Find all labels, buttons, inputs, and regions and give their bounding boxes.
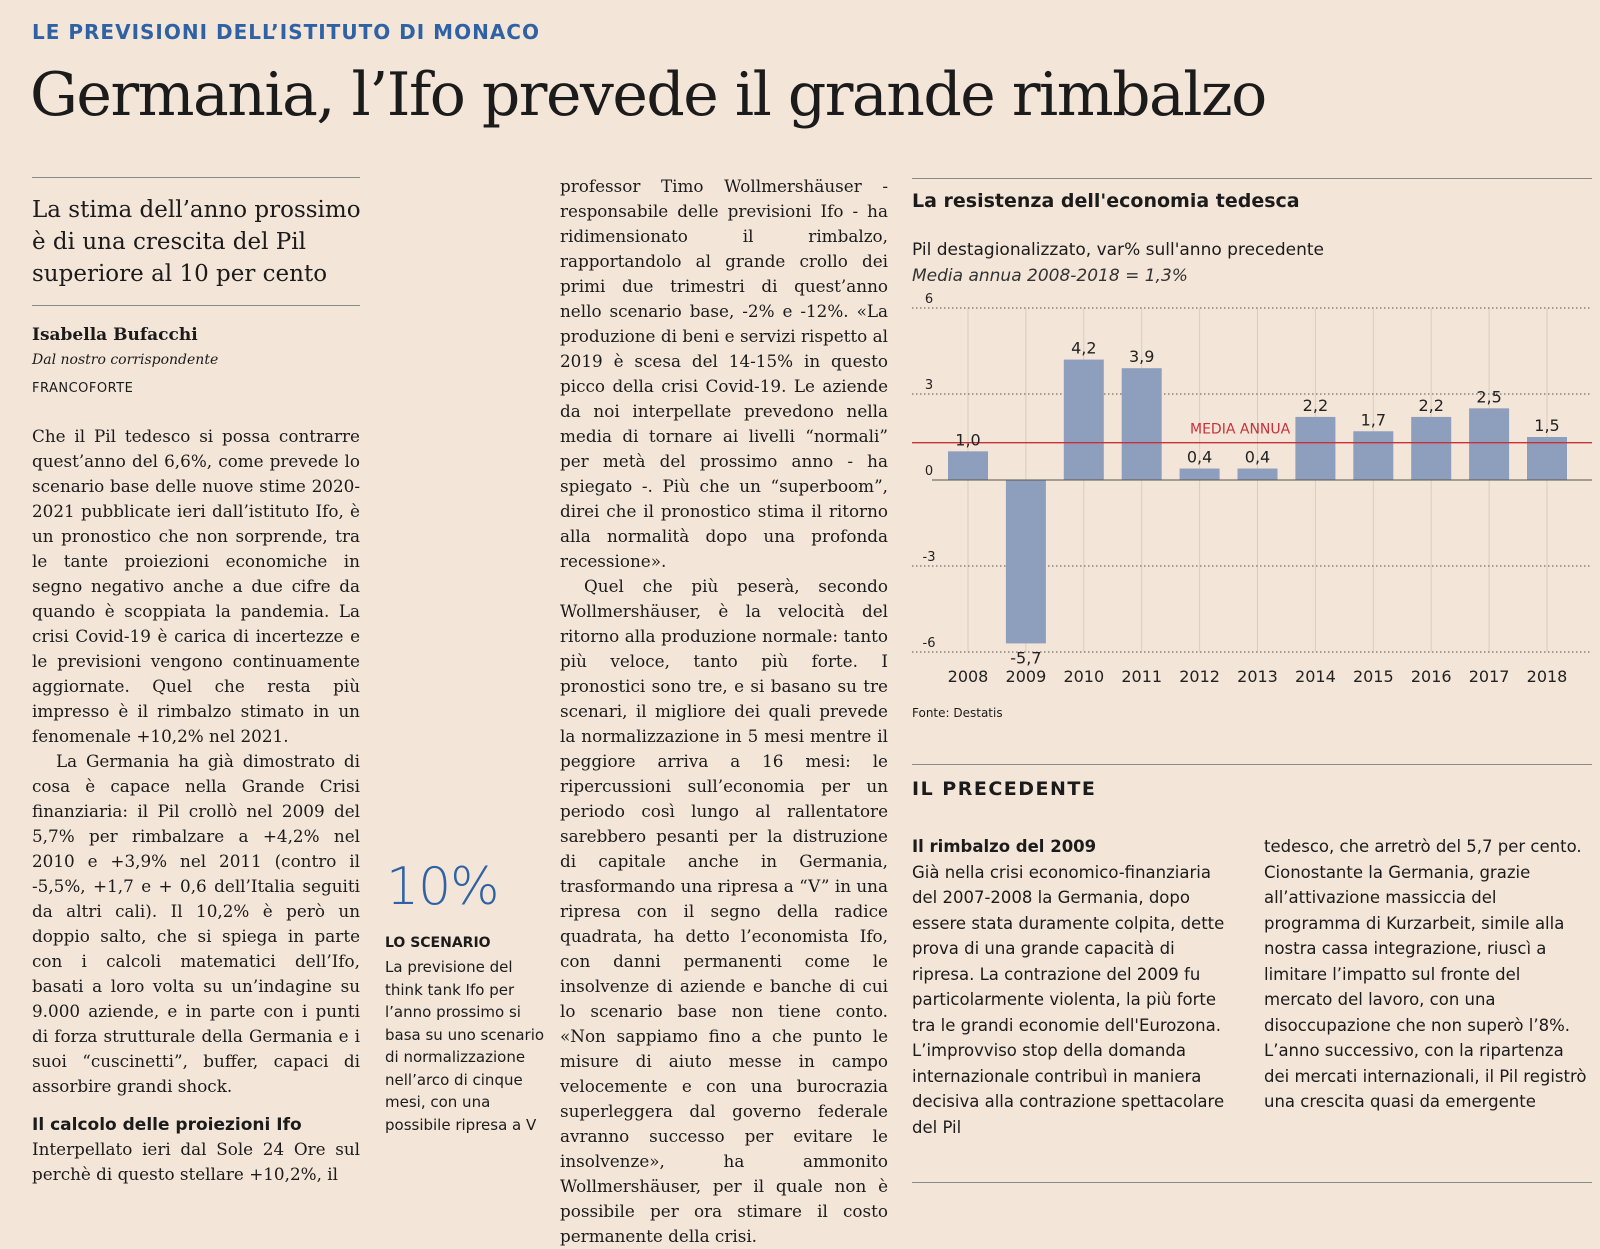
bar-value-label: 3,9: [1129, 347, 1154, 366]
article-paragraph: La Germania ha già dimostrato di cosa è …: [32, 751, 360, 1096]
bar: [948, 451, 988, 480]
divider: [32, 305, 360, 306]
x-tick-label: 2016: [1411, 667, 1452, 686]
bar: [1063, 359, 1104, 480]
headline: Germania, l’Ifo prevede il grande rimbal…: [30, 60, 1267, 130]
divider: [912, 764, 1592, 765]
bar: [1237, 468, 1278, 480]
bar-value-label: 4,2: [1071, 339, 1096, 358]
precedente-column-1: Il rimbalzo del 2009 Già nella crisi eco…: [912, 834, 1232, 1140]
bar: [1411, 416, 1452, 480]
chart-subtitle: Pil destagionalizzato, var% sull'anno pr…: [912, 240, 1324, 260]
x-tick-label: 2014: [1295, 667, 1336, 686]
y-tick-label: -3: [923, 550, 936, 565]
precedente-column-2: tedesco, che arretrò del 5,7 per cento. …: [1264, 834, 1589, 1115]
bar-value-label: 0,4: [1187, 448, 1212, 467]
y-tick-label: 6: [925, 292, 933, 307]
x-tick-label: 2009: [1006, 667, 1047, 686]
author-name: Isabella Bufacchi: [32, 325, 198, 345]
chart-source: Fonte: Destatis: [912, 706, 1003, 720]
divider: [912, 178, 1592, 179]
x-tick-label: 2013: [1237, 667, 1278, 686]
bar: [1179, 468, 1220, 480]
article-column-1: Che il Pil tedesco si possa contrarre qu…: [32, 424, 360, 1187]
x-tick-label: 2015: [1353, 667, 1394, 686]
precedente-title: IL PRECEDENTE: [912, 778, 1097, 800]
divider: [912, 1182, 1592, 1183]
bar: [1527, 437, 1567, 480]
bar-value-label: 1,5: [1534, 416, 1559, 435]
y-tick-label: 3: [925, 378, 933, 393]
bar: [1469, 408, 1510, 480]
bar-value-label: -5,7: [1010, 648, 1041, 667]
article-paragraph: Che il Pil tedesco si possa contrarre qu…: [32, 426, 360, 746]
bar: [1295, 416, 1336, 480]
x-tick-label: 2012: [1179, 667, 1220, 686]
article-paragraph: Quel che più peserà, secondo Wollmershäu…: [560, 576, 888, 1246]
sidebar-big-number: 10%: [386, 857, 500, 917]
y-tick-label: -6: [923, 636, 936, 651]
x-tick-label: 2011: [1121, 667, 1162, 686]
bar: [1005, 480, 1046, 644]
bar-value-label: 2,2: [1303, 396, 1328, 415]
divider: [32, 177, 360, 178]
bar-value-label: 2,2: [1418, 396, 1443, 415]
article-paragraph: Interpellato ieri dal Sole 24 Ore sul pe…: [32, 1139, 360, 1184]
gdp-bar-chart: 6 3 0 -3 -6 MEDIA ANNUA 1,0 -5,7 4,2 3,9 0,4 0,4 2,2…: [912, 292, 1592, 686]
bar: [1121, 368, 1162, 480]
x-tick-label: 2017: [1469, 667, 1510, 686]
bar: [1353, 431, 1394, 480]
y-tick-label: 0: [925, 464, 933, 479]
article-subheading: Il calcolo delle proiezioni Ifo: [32, 1115, 302, 1135]
article-column-2: professor Timo Wollmershäuser - responsa…: [560, 174, 888, 1249]
sidebar-text: La previsione del think tank Ifo per l’a…: [385, 958, 545, 1134]
bar-value-label: 0,4: [1245, 448, 1270, 467]
sidebar-label: LO SCENARIO: [385, 935, 491, 951]
x-tick-label: 2008: [948, 667, 989, 686]
precedente-heading: Il rimbalzo del 2009: [912, 837, 1097, 856]
subhead: La stima dell’anno prossimo è di una cre…: [32, 197, 361, 287]
precedente-text: tedesco, che arretrò del 5,7 per cento. …: [1264, 837, 1587, 1111]
average-line-label: MEDIA ANNUA: [1190, 422, 1291, 438]
article-paragraph: professor Timo Wollmershäuser - responsa…: [560, 176, 888, 571]
x-tick-label: 2018: [1527, 667, 1568, 686]
kicker: LE PREVISIONI DELL’ISTITUTO DI MONACO: [32, 20, 540, 44]
precedente-text: Già nella crisi economico-finanziaria de…: [912, 862, 1225, 1137]
bar-value-label: 2,5: [1476, 387, 1501, 406]
chart-title: La resistenza dell'economia tedesca: [912, 190, 1300, 212]
chart-note: Media annua 2008-2018 = 1,3%: [912, 266, 1188, 286]
author-role: Dal nostro corrispondente: [32, 352, 219, 368]
x-tick-label: 2010: [1063, 667, 1104, 686]
bar-value-label: 1,7: [1361, 410, 1386, 429]
dateline-place: FRANCOFORTE: [32, 381, 134, 396]
bar-value-label: 1,0: [955, 430, 980, 449]
